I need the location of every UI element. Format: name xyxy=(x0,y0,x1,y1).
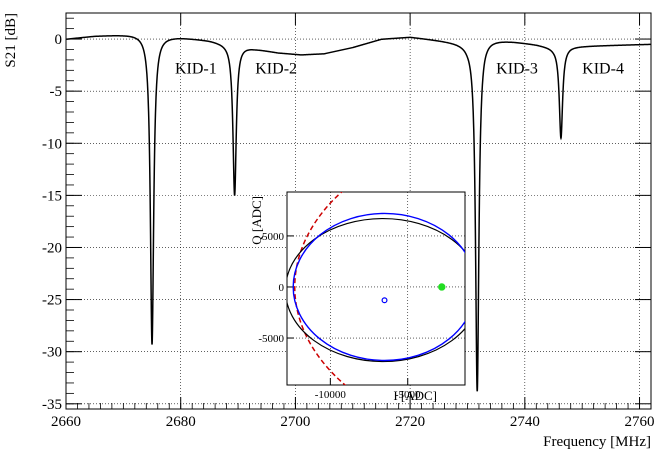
inset-clip-group xyxy=(287,192,465,385)
main-x-tick-label: 2660 xyxy=(51,414,81,430)
main-y-tick-label: -30 xyxy=(42,345,62,361)
main-y-tick-label: -25 xyxy=(42,293,62,309)
inset-grid xyxy=(287,192,465,385)
inset-x-tick-label: -5000 xyxy=(395,389,421,401)
fit-circle xyxy=(294,192,347,385)
main-y-tick-label: -20 xyxy=(42,240,62,256)
main-y-tick-label: 0 xyxy=(55,32,63,48)
main-y-tick-label: -35 xyxy=(42,397,62,413)
kid-label: KID-1 xyxy=(175,60,217,77)
main-x-tick-label: 2760 xyxy=(625,414,655,430)
main-grid xyxy=(65,13,651,409)
inset-y-tick-label: -5000 xyxy=(258,333,284,345)
main-y-tick-label: -15 xyxy=(42,188,62,204)
inset-y-axis-label: Q [ADC] xyxy=(249,196,264,245)
main-y-tick-label: -10 xyxy=(42,136,62,152)
kid-annotations: KID-1 KID-2 KID-3 KID-4 xyxy=(175,60,624,77)
inset-tick-labels: -10000 -5000 5000 0 -5000 xyxy=(258,231,421,401)
kid-label: KID-4 xyxy=(582,60,624,77)
y-axis-label: S21 [dB] xyxy=(3,13,19,68)
inset-y-tick-label: 5000 xyxy=(262,231,285,243)
x-axis-label: Frequency [MHz] xyxy=(543,434,651,450)
main-x-tick-label: 2720 xyxy=(395,414,425,430)
inset-x-tick-label: -10000 xyxy=(315,389,347,401)
main-x-tick-label: 2740 xyxy=(510,414,540,430)
kid-label: KID-2 xyxy=(255,60,297,77)
main-x-tick-label: 2700 xyxy=(280,414,310,430)
resonance-circle xyxy=(292,212,465,362)
inset-plot: -10000 -5000 5000 0 -5000 I [ADC] Q [ADC] xyxy=(249,191,466,403)
s21-curve xyxy=(65,35,652,392)
resonance-point-marker xyxy=(438,283,446,291)
inset-y-tick-label: 0 xyxy=(279,282,285,294)
inset-x-axis-label: I [ADC] xyxy=(393,388,437,403)
iq-data-loop xyxy=(287,217,465,363)
main-x-tick-label: 2680 xyxy=(166,414,196,430)
main-tick-labels: 2660 2680 2700 2720 2740 2760 0 -5 -10 -15 -20 -25 -… xyxy=(42,32,655,430)
kid-label: KID-3 xyxy=(496,60,538,77)
circle-center-marker xyxy=(381,297,388,304)
main-y-tick-label: -5 xyxy=(50,84,63,100)
inset-plot-frame xyxy=(286,191,466,386)
